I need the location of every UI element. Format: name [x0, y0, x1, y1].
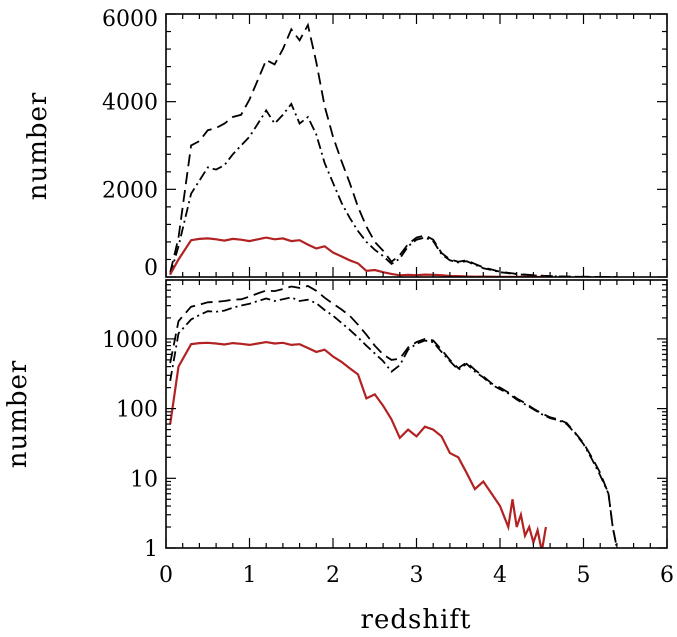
- x-tick-label: 1: [243, 563, 257, 588]
- top-series-solid-line: [169, 236, 546, 277]
- top-series-dash-dot-line: [169, 102, 617, 277]
- bottom-panel-frame: [165, 279, 668, 549]
- x-tick-label: 2: [326, 563, 340, 588]
- top-panel-curves: [169, 22, 617, 277]
- bottom-series-solid-line: [169, 340, 547, 548]
- bottom-panel-curves: [169, 285, 618, 548]
- top-y-tick-label: 2000: [102, 178, 158, 203]
- bottom-series-dashed-line: [169, 285, 618, 548]
- bottom-y-tick-labels: 1 10 100 1000: [102, 328, 158, 562]
- x-tick-label: 0: [159, 563, 173, 588]
- x-tick-labels: 0 1 2 3 4 5 6: [159, 563, 674, 588]
- top-y-tick-label: 0: [144, 256, 158, 281]
- top-y-axis-title: number: [23, 92, 53, 201]
- bottom-y-tick-label: 10: [130, 467, 158, 492]
- x-tick-label: 3: [410, 563, 424, 588]
- top-panel-ticks: [165, 13, 668, 278]
- bottom-series-dash-dot-line: [169, 296, 618, 548]
- top-y-tick-label: 6000: [102, 7, 158, 32]
- bottom-y-tick-label: 1: [144, 537, 158, 562]
- top-panel: 0 2000 4000 6000 number: [23, 7, 668, 281]
- bottom-panel-ticks: [165, 279, 668, 549]
- x-tick-label: 6: [660, 563, 674, 588]
- bottom-y-tick-label: 1000: [102, 328, 158, 353]
- top-panel-frame: [165, 13, 668, 278]
- bottom-y-tick-label: 100: [116, 398, 158, 423]
- top-series-dashed-line: [169, 22, 617, 277]
- x-axis-title: redshift: [361, 605, 472, 635]
- x-tick-label: 5: [577, 563, 591, 588]
- x-tick-label: 4: [493, 563, 507, 588]
- top-y-tick-label: 4000: [102, 91, 158, 116]
- top-y-tick-labels: 0 2000 4000 6000: [102, 7, 158, 281]
- bottom-y-axis-title: number: [3, 360, 33, 469]
